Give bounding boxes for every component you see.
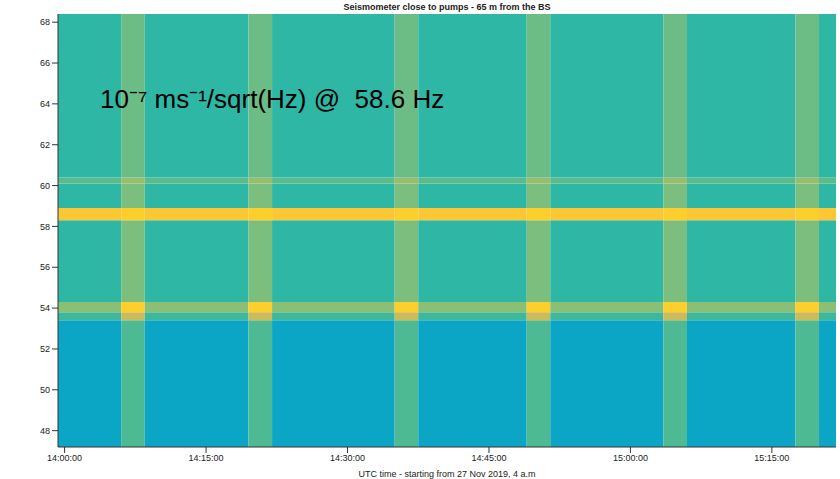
svg-text:15:00:00: 15:00:00 [613,453,648,463]
svg-text:54: 54 [40,303,50,313]
svg-text:60: 60 [40,181,50,191]
svg-text:15:15:00: 15:15:00 [754,453,789,463]
svg-text:14:30:00: 14:30:00 [330,453,365,463]
svg-text:62: 62 [40,140,50,150]
svg-text:14:15:00: 14:15:00 [189,453,224,463]
svg-text:68: 68 [40,17,50,27]
svg-text:52: 52 [40,344,50,354]
svg-text:14:45:00: 14:45:00 [471,453,506,463]
svg-text:14:00:00: 14:00:00 [47,453,82,463]
svg-text:56: 56 [40,262,50,272]
html-text:10⁻⁷ ms⁻¹/sqrt(Hz) @ 58.6 Hz: 10⁻⁷ ms⁻¹/sqrt(Hz) @ 58.6 Hz [100,84,445,114]
svg-text:58: 58 [40,222,50,232]
svg-text:66: 66 [40,58,50,68]
svg-text:64: 64 [40,99,50,109]
html-text:Seismometer close to pumps - 6: Seismometer close to pumps - 65 m from t… [343,2,551,12]
svg-text:UTC time - starting from 27 No: UTC time - starting from 27 Nov 2019, 4 … [358,469,535,479]
svg-text:50: 50 [40,385,50,395]
svg-text:48: 48 [40,426,50,436]
